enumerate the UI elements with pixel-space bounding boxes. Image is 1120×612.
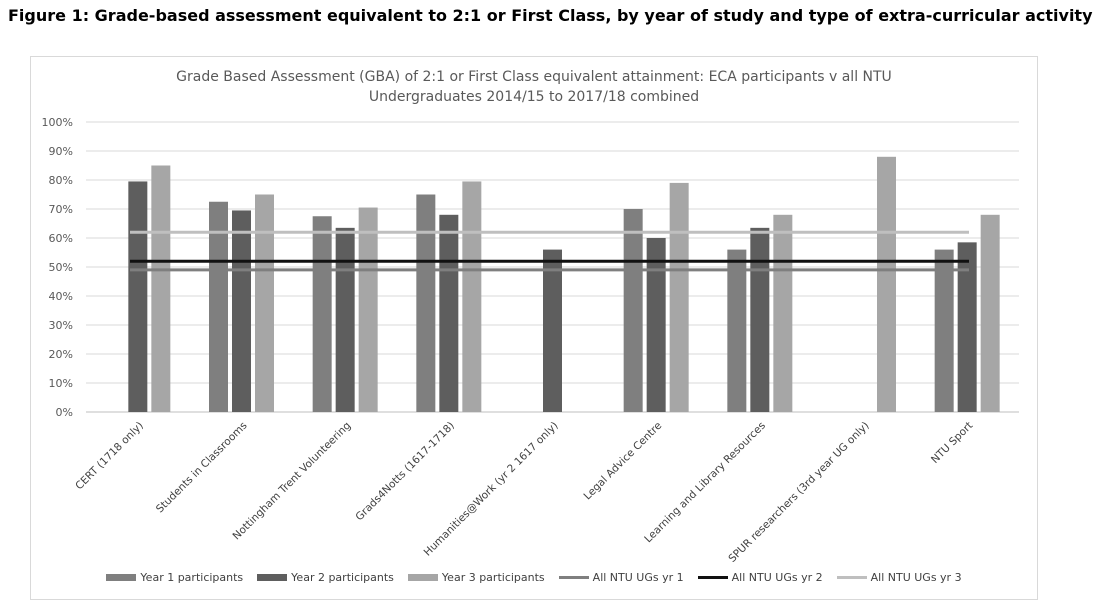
bar bbox=[543, 249, 562, 412]
legend-label: Year 3 participants bbox=[441, 571, 545, 584]
bar bbox=[209, 201, 228, 412]
legend-label: All NTU UGs yr 1 bbox=[592, 571, 684, 584]
bar bbox=[232, 210, 251, 412]
chart-title-line-1: Grade Based Assessment (GBA) of 2:1 or F… bbox=[176, 69, 892, 85]
bar bbox=[623, 209, 643, 412]
bar bbox=[934, 249, 954, 412]
bar bbox=[750, 227, 770, 412]
bar bbox=[646, 238, 666, 412]
legend-item: All NTU UGs yr 1 bbox=[558, 571, 684, 584]
y-tick-label: 50% bbox=[49, 261, 73, 274]
y-tick-label: 100% bbox=[42, 116, 73, 129]
bar bbox=[957, 242, 977, 412]
y-tick-label: 90% bbox=[49, 145, 73, 158]
legend-label: All NTU UGs yr 3 bbox=[870, 571, 962, 584]
legend-swatch bbox=[697, 576, 728, 579]
legend-swatch bbox=[106, 574, 137, 581]
chart-title: Grade Based Assessment (GBA) of 2:1 or F… bbox=[31, 67, 1037, 107]
bar bbox=[128, 181, 148, 412]
legend: Year 1 participants Year 2 participants Ye… bbox=[31, 571, 1037, 584]
x-tick-label: NTU Sport bbox=[929, 420, 975, 466]
y-tick-label: 60% bbox=[49, 232, 73, 245]
bar bbox=[439, 214, 459, 412]
y-tick-label: 0% bbox=[56, 406, 73, 419]
y-tick-label: 80% bbox=[49, 174, 73, 187]
legend-swatch bbox=[257, 574, 288, 581]
bar bbox=[773, 214, 793, 412]
bar bbox=[462, 181, 482, 412]
x-tick-label: Grads4Notts (1617-1718) bbox=[353, 420, 457, 524]
x-tick-label: Learning and Library Resources bbox=[642, 420, 768, 546]
bar bbox=[151, 165, 171, 412]
legend-swatch bbox=[836, 576, 867, 579]
bar bbox=[335, 227, 355, 412]
x-tick-label: Legal Advice Centre bbox=[582, 420, 665, 503]
x-tick-label: CERT (1718 only) bbox=[73, 420, 146, 493]
legend-item: All NTU UGs yr 2 bbox=[697, 571, 823, 584]
bar bbox=[312, 216, 332, 412]
legend-label: All NTU UGs yr 2 bbox=[731, 571, 823, 584]
legend-swatch bbox=[558, 576, 589, 579]
figure-caption: Figure 1: Grade-based assessment equival… bbox=[8, 6, 1093, 25]
bar bbox=[669, 182, 689, 412]
chart-title-line-2: Undergraduates 2014/15 to 2017/18 combin… bbox=[368, 89, 700, 105]
x-tick-label: Nottingham Trent Volunteering bbox=[231, 420, 354, 543]
legend-swatch bbox=[407, 574, 438, 581]
x-tick-label: Students in Classrooms bbox=[154, 420, 250, 516]
bar bbox=[980, 214, 1000, 412]
legend-item: Year 1 participants bbox=[106, 571, 243, 584]
y-tick-label: 10% bbox=[49, 377, 73, 390]
plot-area: 0% 10% 20% 30% 40% 50% 60% 70% 80% 90% 100% CERT (1… bbox=[42, 116, 1019, 565]
y-tick-label: 30% bbox=[49, 319, 73, 332]
bar bbox=[416, 194, 436, 412]
y-tick-label: 70% bbox=[49, 203, 73, 216]
legend-label: Year 1 participants bbox=[140, 571, 244, 584]
y-tick-label: 40% bbox=[49, 290, 73, 303]
bar bbox=[255, 194, 274, 412]
legend-item: Year 2 participants bbox=[257, 571, 394, 584]
bar bbox=[727, 249, 747, 412]
legend-item: Year 3 participants bbox=[407, 571, 545, 584]
legend-item: All NTU UGs yr 3 bbox=[836, 571, 962, 584]
chart-container: Grade Based Assessment (GBA) of 2:1 or F… bbox=[30, 56, 1038, 600]
bar bbox=[358, 207, 378, 412]
bar bbox=[877, 156, 896, 412]
y-tick-label: 20% bbox=[49, 348, 73, 361]
legend-label: Year 2 participants bbox=[291, 571, 394, 584]
